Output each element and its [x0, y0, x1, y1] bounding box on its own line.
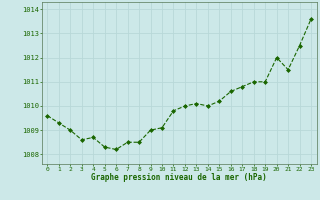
X-axis label: Graphe pression niveau de la mer (hPa): Graphe pression niveau de la mer (hPa)	[91, 173, 267, 182]
